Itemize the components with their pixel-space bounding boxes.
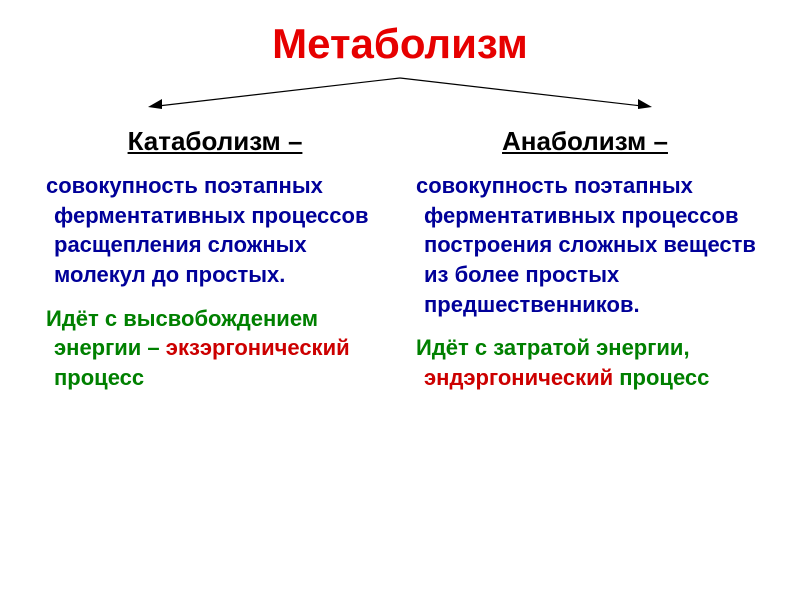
left-heading-text: Катаболизм – (128, 126, 303, 156)
right-heading-text: Анаболизм – (502, 126, 668, 156)
right-heading: Анаболизм – (410, 126, 760, 157)
left-definition: совокупность поэтапных ферментативных пр… (40, 171, 390, 290)
right-p2-suffix: процесс (613, 365, 709, 390)
right-column: Анаболизм – совокупность поэтапных ферме… (410, 126, 760, 407)
right-definition: совокупность поэтапных ферментативных пр… (410, 171, 760, 319)
branching-arrow-svg (140, 76, 660, 116)
right-p2-prefix: Идёт с затратой энергии, (416, 335, 690, 360)
main-title: Метаболизм (40, 20, 760, 68)
right-p1: совокупность поэтапных ферментативных пр… (416, 173, 756, 317)
left-heading: Катаболизм – (40, 126, 390, 157)
right-energy: Идёт с затратой энергии, эндэргонический… (410, 333, 760, 392)
left-energy: Идёт с высвобождением энергии – экзэргон… (40, 304, 390, 393)
left-p2-suffix: процесс (54, 365, 144, 390)
right-p2-term: эндэргонический (424, 365, 613, 390)
branch-arrows (40, 76, 760, 116)
left-p2-term: экзэргонический (166, 335, 350, 360)
left-column: Катаболизм – совокупность поэтапных ферм… (40, 126, 390, 407)
columns-wrapper: Катаболизм – совокупность поэтапных ферм… (40, 126, 760, 407)
left-p1: совокупность поэтапных ферментативных пр… (46, 173, 368, 287)
title-text: Метаболизм (272, 20, 528, 67)
